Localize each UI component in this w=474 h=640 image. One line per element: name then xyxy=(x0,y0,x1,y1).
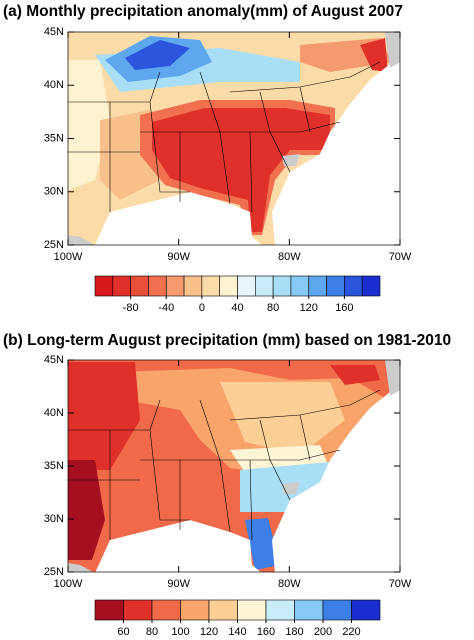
colorbar-label: 100 xyxy=(171,626,189,638)
colorbar-box xyxy=(265,599,295,621)
x-tick-label: 70W xyxy=(389,251,412,263)
y-tick-label: 30N xyxy=(44,186,64,198)
colorbar-box xyxy=(94,599,124,621)
colorbar-label: 120 xyxy=(200,626,218,638)
colorbar-box xyxy=(112,275,131,297)
y-tick-label: 40N xyxy=(44,79,64,91)
y-tick-label: 25N xyxy=(44,566,64,578)
colorbar-label: 80 xyxy=(267,302,279,314)
colorbar-box xyxy=(294,599,324,621)
x-tick-label: 80W xyxy=(278,578,301,590)
x-tick-label: 90W xyxy=(167,251,190,263)
colorbar-label: 40 xyxy=(231,302,243,314)
colorbar-box xyxy=(94,275,114,297)
colorbar-box xyxy=(219,275,238,297)
colorbar-label: 200 xyxy=(314,626,332,638)
colorbar-label: 140 xyxy=(228,626,246,638)
colorbar-label: -40 xyxy=(158,302,174,314)
colorbar-box xyxy=(255,275,274,297)
colorbar-label: 160 xyxy=(335,302,353,314)
y-tick-label: 45N xyxy=(44,354,64,366)
colorbar-box xyxy=(148,275,167,297)
y-tick-label: 30N xyxy=(44,513,64,525)
colorbar-label: 180 xyxy=(285,626,303,638)
colorbar-box xyxy=(237,599,267,621)
map-b xyxy=(68,360,400,572)
x-tick-label: 80W xyxy=(278,251,301,263)
colorbar-box xyxy=(180,599,210,621)
y-tick-label: 35N xyxy=(44,460,64,472)
y-tick-label: 40N xyxy=(44,407,64,419)
x-tick-label: 100W xyxy=(54,251,83,263)
y-tick-label: 35N xyxy=(44,132,64,144)
colorbar-label: 120 xyxy=(300,302,318,314)
colorbar-label: 80 xyxy=(146,626,158,638)
colorbar-box xyxy=(237,275,256,297)
colorbar-box xyxy=(151,599,181,621)
colorbar-label: 60 xyxy=(117,626,129,638)
colorbar-label: 160 xyxy=(257,626,275,638)
colorbar-label: -80 xyxy=(123,302,139,314)
colorbar-box xyxy=(201,275,220,297)
y-tick-label: 45N xyxy=(44,26,64,38)
colorbar-box xyxy=(344,275,363,297)
x-tick-label: 70W xyxy=(389,578,412,590)
colorbar-label: 220 xyxy=(342,626,360,638)
colorbar-label: 0 xyxy=(199,302,205,314)
colorbar-box xyxy=(290,275,310,297)
colorbar-box xyxy=(308,275,327,297)
colorbar-box xyxy=(165,275,185,297)
panel-title: (a) Monthly precipitation anomaly(mm) of… xyxy=(3,3,403,20)
x-tick-label: 90W xyxy=(167,578,190,590)
colorbar-box xyxy=(326,275,345,297)
colorbar-box xyxy=(351,599,381,621)
colorbar-box xyxy=(322,599,352,621)
map-a xyxy=(68,32,400,245)
x-tick-label: 100W xyxy=(54,578,83,590)
colorbar-box xyxy=(361,275,381,297)
colorbar-box xyxy=(183,275,203,297)
panel-title: (b) Long-term August precipitation (mm) … xyxy=(3,332,451,349)
colorbar-box xyxy=(123,599,153,621)
y-tick-label: 25N xyxy=(44,239,64,251)
colorbar-box xyxy=(130,275,149,297)
colorbar-box xyxy=(208,599,238,621)
colorbar-box xyxy=(272,275,292,297)
